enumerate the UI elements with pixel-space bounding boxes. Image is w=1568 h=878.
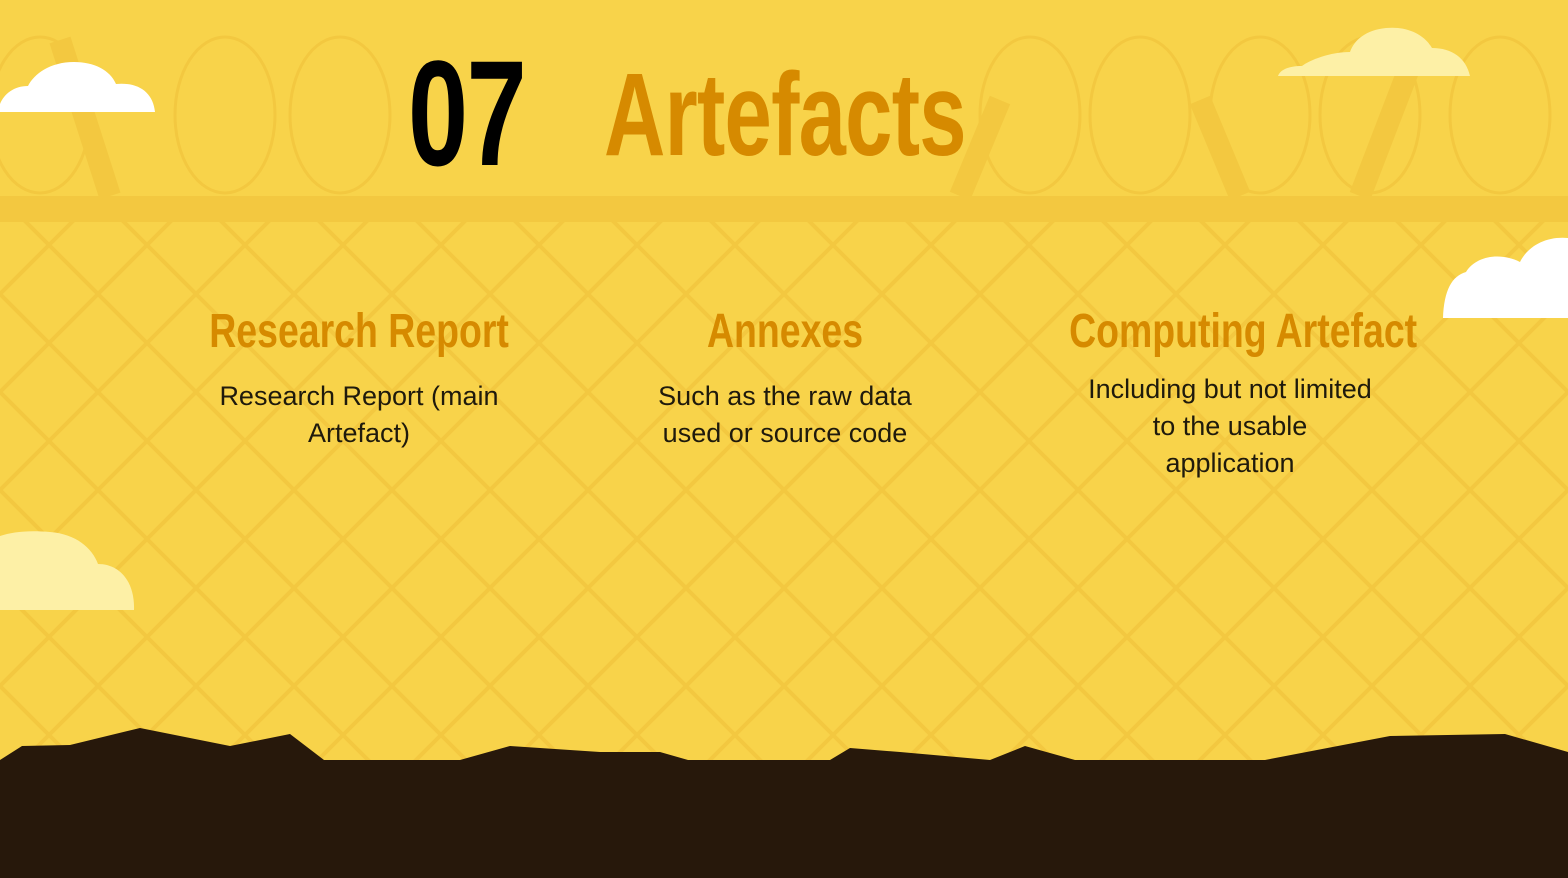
column-heading: Computing Artefact: [1069, 305, 1418, 358]
column-body: Research Report (main Artefact): [219, 381, 499, 448]
section-number: 07: [408, 29, 527, 197]
ground-silhouette: [0, 728, 1568, 878]
cloud-white-top-left: [0, 62, 155, 112]
column-heading: Research Report: [209, 305, 509, 358]
column-research-report: Research Report Research Report (main Ar…: [149, 304, 569, 452]
column-body: Such as the raw data used or source code: [658, 381, 912, 448]
cloud-white-right: [1443, 237, 1568, 318]
fence-top-rail: [0, 196, 1568, 222]
column-body: Including but not limited to the usable …: [1088, 374, 1372, 478]
column-annexes: Annexes Such as the raw data used or sou…: [575, 304, 995, 452]
column-heading: Annexes: [706, 305, 864, 358]
column-computing-artefact: Computing Artefact Including but not lim…: [1020, 304, 1440, 482]
chain-link-fence: [0, 222, 1568, 762]
slide-title: Artefacts: [604, 49, 967, 181]
cloud-cream-left: [0, 531, 135, 610]
cloud-cream-top-right: [1278, 27, 1470, 76]
